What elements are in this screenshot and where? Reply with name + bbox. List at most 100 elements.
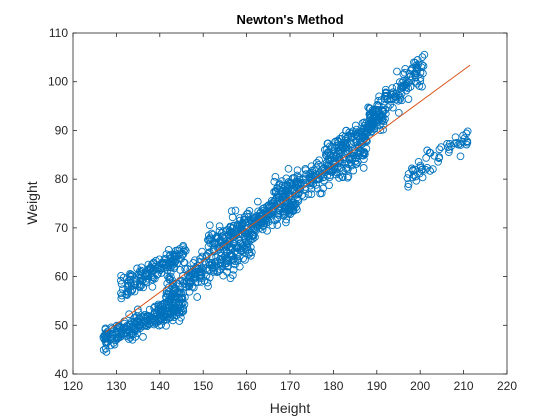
data-point bbox=[347, 158, 355, 167]
data-point bbox=[282, 218, 290, 227]
data-point bbox=[177, 294, 186, 303]
y-tick-label: 100 bbox=[48, 75, 68, 89]
data-point bbox=[193, 261, 202, 270]
data-point bbox=[165, 295, 174, 304]
data-point bbox=[211, 239, 220, 248]
data-point bbox=[184, 282, 193, 291]
data-point bbox=[177, 289, 186, 298]
data-point bbox=[170, 284, 179, 293]
data-point bbox=[165, 261, 173, 269]
data-point bbox=[206, 239, 215, 248]
data-point bbox=[362, 144, 371, 153]
x-tick-label: 150 bbox=[193, 379, 213, 393]
y-axis-label: Weight bbox=[24, 181, 40, 224]
data-point bbox=[136, 271, 145, 279]
data-point bbox=[102, 348, 111, 356]
data-point bbox=[327, 151, 335, 159]
data-point bbox=[347, 161, 356, 170]
y-tick-label: 50 bbox=[55, 318, 69, 332]
data-point bbox=[232, 227, 241, 236]
data-point bbox=[231, 206, 240, 215]
data-point bbox=[258, 205, 267, 213]
data-point bbox=[193, 293, 202, 301]
x-tick-label: 130 bbox=[106, 379, 126, 393]
data-point bbox=[181, 282, 189, 291]
data-point bbox=[273, 215, 281, 223]
data-point bbox=[295, 185, 304, 193]
data-point bbox=[130, 314, 139, 323]
data-point bbox=[135, 267, 144, 276]
data-point bbox=[389, 103, 397, 112]
data-point bbox=[117, 294, 126, 303]
data-point bbox=[320, 176, 328, 185]
data-point bbox=[175, 308, 184, 317]
data-point bbox=[286, 199, 295, 208]
data-point bbox=[115, 322, 124, 331]
data-point bbox=[359, 164, 368, 172]
data-point bbox=[336, 163, 345, 172]
data-point bbox=[134, 323, 143, 331]
data-point bbox=[282, 215, 291, 224]
data-point bbox=[229, 265, 238, 274]
data-point bbox=[155, 321, 163, 330]
data-point bbox=[205, 221, 214, 230]
axes: 120 130 140 150 160 170 180 190 200 210 220 40 50 60 7… bbox=[48, 26, 517, 393]
data-point bbox=[271, 172, 280, 181]
data-point bbox=[421, 165, 430, 174]
data-point bbox=[435, 145, 444, 154]
data-point bbox=[228, 256, 237, 265]
data-point bbox=[388, 84, 397, 92]
data-point bbox=[240, 216, 248, 224]
data-point bbox=[164, 245, 173, 254]
data-point bbox=[252, 226, 261, 235]
x-tick-label: 190 bbox=[367, 379, 387, 393]
data-point bbox=[231, 260, 239, 269]
data-point bbox=[185, 287, 194, 296]
data-point bbox=[155, 255, 164, 264]
data-point bbox=[399, 70, 408, 78]
data-point bbox=[167, 259, 176, 267]
data-point bbox=[283, 181, 292, 190]
data-point bbox=[128, 335, 137, 344]
data-point bbox=[157, 314, 165, 323]
data-point bbox=[215, 222, 224, 231]
data-point bbox=[403, 78, 412, 86]
data-point bbox=[293, 180, 302, 189]
data-point bbox=[418, 165, 427, 174]
data-point bbox=[423, 146, 432, 155]
data-point bbox=[402, 83, 410, 92]
data-point bbox=[227, 251, 236, 259]
data-point bbox=[191, 273, 200, 281]
data-point bbox=[451, 133, 460, 142]
data-point bbox=[141, 277, 150, 285]
data-point bbox=[397, 89, 406, 98]
data-point bbox=[200, 276, 209, 285]
data-point bbox=[373, 101, 381, 110]
data-point bbox=[419, 62, 428, 70]
data-point bbox=[356, 128, 365, 136]
data-point bbox=[160, 259, 168, 267]
data-point bbox=[229, 255, 237, 264]
data-point bbox=[179, 243, 188, 251]
data-point bbox=[236, 239, 245, 247]
data-point bbox=[333, 136, 342, 145]
x-axis-label: Height bbox=[270, 400, 311, 416]
data-point bbox=[284, 184, 293, 193]
data-point bbox=[393, 67, 401, 76]
data-point bbox=[219, 271, 228, 280]
data-point bbox=[139, 333, 147, 341]
data-point bbox=[108, 328, 117, 336]
data-point bbox=[443, 139, 451, 148]
x-tick-label: 210 bbox=[454, 379, 474, 393]
data-point bbox=[263, 226, 271, 235]
data-point bbox=[143, 322, 152, 330]
data-point bbox=[404, 180, 413, 188]
data-point bbox=[275, 179, 284, 188]
data-point bbox=[351, 121, 360, 130]
data-point bbox=[123, 291, 131, 299]
data-point bbox=[412, 61, 421, 70]
data-point bbox=[131, 313, 140, 322]
data-point bbox=[173, 246, 182, 255]
data-point bbox=[462, 140, 471, 149]
data-point bbox=[215, 227, 224, 235]
